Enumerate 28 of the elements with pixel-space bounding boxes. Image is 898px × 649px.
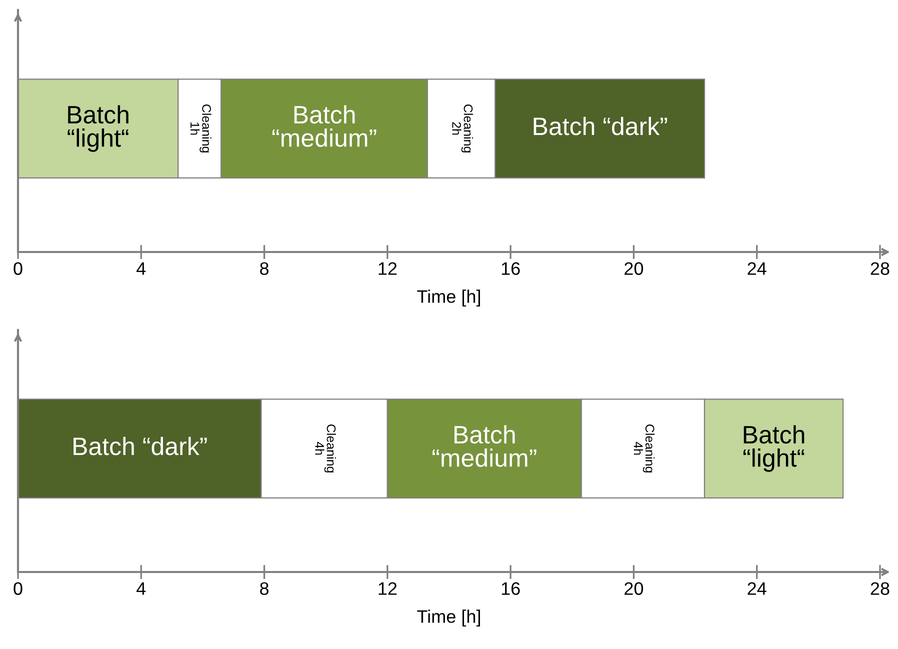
- x-axis-title: Time [h]: [417, 290, 480, 306]
- x-tick-label: 16: [502, 582, 520, 595]
- x-axis-title: Time [h]: [417, 610, 480, 626]
- series-label: Batch “light“: [743, 425, 804, 472]
- series-label: Batch “light“: [68, 105, 128, 152]
- series-label: Cleaning 4h: [315, 424, 336, 472]
- series-label: Batch “dark”: [74, 436, 207, 456]
- x-tick-label: 4: [136, 262, 146, 275]
- x-tick-label: 8: [260, 582, 269, 595]
- series-label: Batch “dark”: [534, 116, 668, 136]
- x-tick-label: 20: [624, 262, 644, 275]
- x-tick-label: 24: [748, 582, 766, 595]
- series-label: Batch “medium”: [272, 105, 376, 147]
- series-label: Batch “medium”: [432, 425, 536, 467]
- series-label: Cleaning 4h: [634, 424, 655, 472]
- x-tick-label: 4: [136, 582, 146, 595]
- x-tick-label: 20: [624, 582, 644, 595]
- x-tick-label: 28: [870, 262, 890, 275]
- series-label: Cleaning 1h: [190, 104, 212, 152]
- x-tick-label: 28: [870, 582, 890, 595]
- x-tick-label: 8: [260, 262, 269, 275]
- x-tick-label: 12: [378, 262, 397, 275]
- x-tick-label: 24: [748, 262, 766, 275]
- x-tick-label: 0: [14, 262, 22, 275]
- series-label: Cleaning 2h: [452, 104, 473, 152]
- x-tick-label: 12: [378, 582, 397, 595]
- x-tick-label: 0: [14, 582, 22, 595]
- x-tick-label: 16: [502, 262, 520, 275]
